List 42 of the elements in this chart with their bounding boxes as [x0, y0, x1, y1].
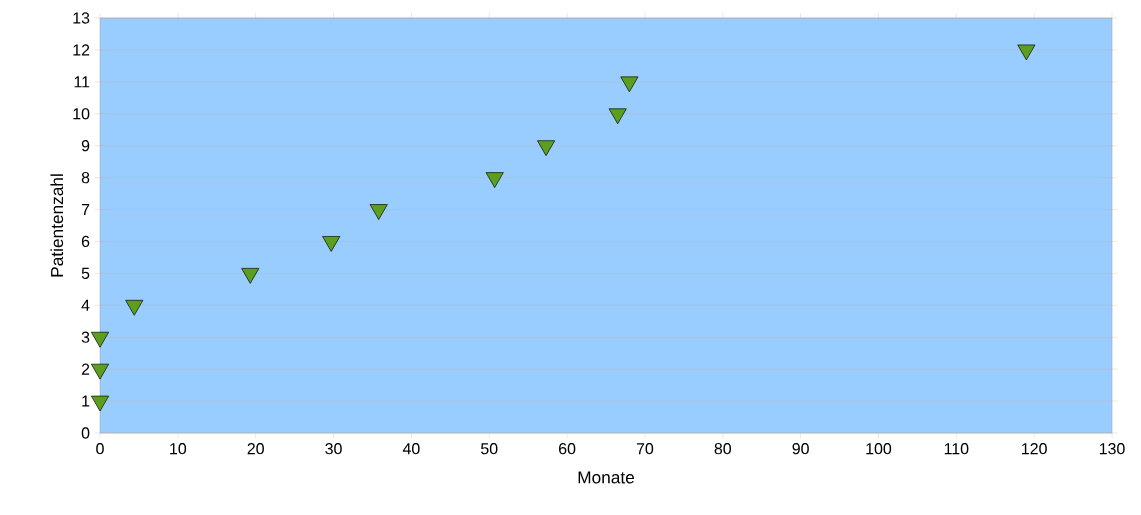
y-tick-label: 13 [73, 12, 90, 24]
y-tick-label: 10 [73, 108, 90, 120]
point [91, 331, 109, 348]
x-tick-label: 100 [866, 443, 892, 455]
y-tick-label: 4 [81, 299, 90, 311]
point [91, 363, 109, 380]
x-tick-label: 110 [944, 443, 969, 455]
y-tick-label: 9 [81, 140, 90, 152]
point [608, 108, 627, 125]
y-tick-label: 3 [81, 331, 90, 343]
x-tick-label: 40 [402, 443, 420, 455]
point [537, 140, 556, 157]
y-tick-label: 7 [81, 204, 90, 216]
x-axis-title: Monate [578, 471, 635, 484]
y-tick-label: 6 [81, 235, 90, 248]
y-tick-label: 8 [81, 171, 90, 184]
x-tick-label: 60 [559, 443, 576, 455]
y-tick-label: 12 [73, 44, 90, 56]
x-tick-label: 90 [792, 443, 809, 455]
x-tick-label: 0 [96, 443, 104, 455]
point [620, 76, 639, 93]
y-axis-title: Patientenzahl [50, 174, 64, 277]
x-tick-label: 130 [1099, 443, 1125, 455]
x-tick-label: 70 [636, 443, 654, 455]
y-tick-label: 1 [82, 395, 90, 407]
x-tick-label: 30 [325, 443, 342, 455]
x-tick-label: 10 [170, 443, 187, 455]
point [91, 395, 109, 412]
point [322, 236, 341, 252]
y-tick-label: 0 [81, 427, 90, 439]
y-tick-label: 11 [74, 76, 90, 88]
x-tick-label: 20 [247, 443, 264, 455]
x-tick-label: 50 [481, 443, 498, 455]
x-tick-label: 80 [714, 443, 732, 455]
point [1017, 44, 1036, 61]
x-tick-label: 120 [1022, 443, 1047, 455]
point [485, 172, 504, 188]
y-tick-label: 5 [81, 267, 90, 279]
point [125, 299, 144, 316]
y-tick-label: 2 [81, 363, 90, 375]
point [369, 204, 388, 220]
point [241, 268, 260, 284]
